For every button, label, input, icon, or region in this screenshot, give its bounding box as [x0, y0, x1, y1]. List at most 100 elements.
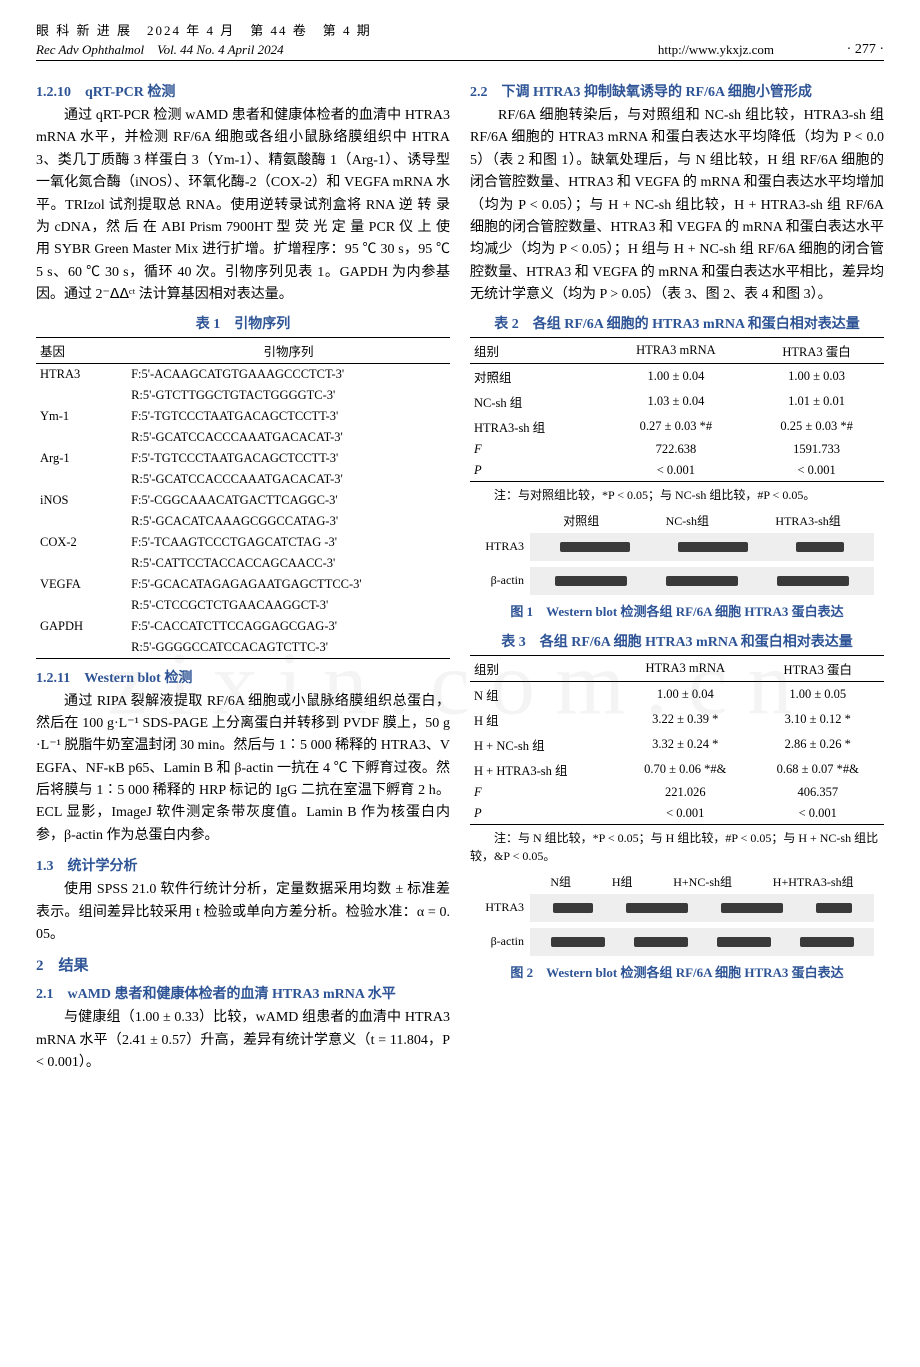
table-cell: 0.27 ± 0.03 *#	[603, 414, 750, 439]
right-column: 2.2 下调 HTRA3 抑制缺氧诱导的 RF/6A 细胞小管形成 RF/6A …	[470, 73, 884, 1075]
blot-band	[560, 542, 630, 552]
blot-band	[551, 937, 605, 947]
t1-gene: COX-2	[36, 532, 127, 553]
t1-gene	[36, 469, 127, 490]
t1-gene	[36, 427, 127, 448]
blot-lanes	[530, 533, 874, 561]
t1-gene	[36, 553, 127, 574]
table-cell: H + NC-sh 组	[470, 732, 619, 757]
t1-seq: F:5'-GCACATAGAGAGAATGAGCTTCC-3'	[127, 574, 450, 595]
t1-seq: R:5'-GGGGCCATCCACAGTCTTC-3'	[127, 637, 450, 659]
table2: 组别 HTRA3 mRNA HTRA3 蛋白 对照组1.00 ± 0.041.0…	[470, 337, 884, 482]
table-cell: < 0.001	[619, 803, 751, 825]
table-cell: 722.638	[603, 439, 750, 460]
table-cell: 0.25 ± 0.03 *#	[749, 414, 884, 439]
t1-gene	[36, 595, 127, 616]
table-cell: 3.10 ± 0.12 *	[752, 707, 884, 732]
table-cell: < 0.001	[752, 803, 884, 825]
heading-2-1: 2.1 wAMD 患者和健康体检者的血清 HTRA3 mRNA 水平	[36, 983, 450, 1003]
table-cell: 1.00 ± 0.05	[752, 681, 884, 707]
t3-h0: 组别	[470, 655, 619, 681]
page-number: · 277 ·	[847, 42, 884, 58]
figure1-blot: 对照组NC-sh组HTRA3-sh组 HTRA3β-actin	[480, 512, 874, 595]
t3-h2: HTRA3 蛋白	[752, 655, 884, 681]
t1-seq: R:5'-GCACATCAAAGCGGCCATAG-3'	[127, 511, 450, 532]
t1-h1: 引物序列	[127, 337, 450, 363]
table-cell: 0.70 ± 0.06 *#&	[619, 757, 751, 782]
t2-h2: HTRA3 蛋白	[749, 337, 884, 363]
blot-row-label: HTRA3	[480, 900, 530, 915]
figure1-title: 图 1 Western blot 检测各组 RF/6A 细胞 HTRA3 蛋白表…	[470, 603, 884, 621]
blot-band	[626, 903, 688, 913]
table-cell: 3.22 ± 0.39 *	[619, 707, 751, 732]
table3-note: 注：与 N 组比较，*P < 0.05；与 H 组比较，#P < 0.05；与 …	[470, 829, 884, 865]
t1-seq: R:5'-CATTCCTACCACCAGCAACC-3'	[127, 553, 450, 574]
blot-lanes	[530, 894, 874, 922]
table3: 组别 HTRA3 mRNA HTRA3 蛋白 N 组1.00 ± 0.041.0…	[470, 655, 884, 825]
blot-band	[553, 903, 593, 913]
t1-seq: F:5'-CGGCAAACATGACTTCAGGC-3'	[127, 490, 450, 511]
blot-band	[796, 542, 844, 552]
blot-group-label: HTRA3-sh组	[775, 512, 840, 529]
t2-h1: HTRA3 mRNA	[603, 337, 750, 363]
table-cell: 1.00 ± 0.04	[603, 363, 750, 389]
table-cell: P	[470, 803, 619, 825]
table-cell: 3.32 ± 0.24 *	[619, 732, 751, 757]
blot-row-label: β-actin	[480, 934, 530, 949]
journal-cn: 眼 科 新 进 展 2024 年 4 月 第 44 卷 第 4 期	[36, 20, 884, 39]
table-cell: H 组	[470, 707, 619, 732]
blot-band	[777, 576, 849, 586]
t1-seq: R:5'-GCATCCACCCAAATGACACAT-3'	[127, 427, 450, 448]
table2-note: 注：与对照组比较，*P < 0.05；与 NC-sh 组比较，#P < 0.05…	[470, 486, 884, 504]
table-cell: 1.00 ± 0.03	[749, 363, 884, 389]
t1-seq: F:5'-CACCATCTTCCAGGAGCGAG-3'	[127, 616, 450, 637]
t1-gene: HTRA3	[36, 363, 127, 385]
table3-title: 表 3 各组 RF/6A 细胞 HTRA3 mRNA 和蛋白相对表达量	[470, 631, 884, 651]
t1-gene	[36, 637, 127, 659]
heading-1-3: 1.3 统计学分析	[36, 855, 450, 875]
para-1-3: 使用 SPSS 21.0 软件行统计分析，定量数据采用均数 ± 标准差表示。组间…	[36, 879, 450, 946]
table-cell: H + HTRA3-sh 组	[470, 757, 619, 782]
blot-group-label: H+NC-sh组	[673, 873, 732, 890]
t1-seq: F:5'-TGTCCCTAATGACAGCTCCTT-3'	[127, 406, 450, 427]
blot-band	[555, 576, 627, 586]
blot-lanes	[530, 928, 874, 956]
t1-gene: GAPDH	[36, 616, 127, 637]
blot-lanes	[530, 567, 874, 595]
t1-seq: R:5'-CTCCGCTCTGAACAAGGCT-3'	[127, 595, 450, 616]
para-2-2: RF/6A 细胞转染后，与对照组和 NC-sh 组比较，HTRA3-sh 组 R…	[470, 105, 884, 307]
blot-band	[634, 937, 688, 947]
table2-title: 表 2 各组 RF/6A 细胞的 HTRA3 mRNA 和蛋白相对表达量	[470, 313, 884, 333]
t1-gene	[36, 511, 127, 532]
table1-title: 表 1 引物序列	[36, 313, 450, 333]
left-column: 1.2.10 qRT-PCR 检测 通过 qRT-PCR 检测 wAMD 患者和…	[36, 73, 450, 1075]
table-cell: 对照组	[470, 363, 603, 389]
table-cell: N 组	[470, 681, 619, 707]
t1-gene: Ym-1	[36, 406, 127, 427]
para-1-2-10: 通过 qRT-PCR 检测 wAMD 患者和健康体检者的血清中 HTRA3 mR…	[36, 105, 450, 307]
t1-seq: F:5'-ACAAGCATGTGAAAGCCCTCT-3'	[127, 363, 450, 385]
t2-h0: 组别	[470, 337, 603, 363]
table-cell: P	[470, 460, 603, 482]
table-cell: < 0.001	[603, 460, 750, 482]
t1-seq: F:5'-TGTCCCTAATGACAGCTCCTT-3'	[127, 448, 450, 469]
t1-gene: VEGFA	[36, 574, 127, 595]
blot-group-label: H+HTRA3-sh组	[773, 873, 854, 890]
blot-band	[721, 903, 783, 913]
table-cell: HTRA3-sh 组	[470, 414, 603, 439]
heading-1-2-11: 1.2.11 Western blot 检测	[36, 667, 450, 687]
blot-band	[678, 542, 748, 552]
table-cell: F	[470, 782, 619, 803]
t3-h1: HTRA3 mRNA	[619, 655, 751, 681]
t1-gene: Arg-1	[36, 448, 127, 469]
t1-gene: iNOS	[36, 490, 127, 511]
figure2-title: 图 2 Western blot 检测各组 RF/6A 细胞 HTRA3 蛋白表…	[470, 964, 884, 982]
t1-seq: F:5'-TCAAGTCCCTGAGCATCTAG -3'	[127, 532, 450, 553]
blot-band	[666, 576, 738, 586]
blot-row-label: HTRA3	[480, 539, 530, 554]
journal-url[interactable]: http://www.ykxjz.com	[658, 42, 774, 58]
blot-group-label: H组	[612, 873, 633, 890]
blot-row-label: β-actin	[480, 573, 530, 588]
blot-group-label: NC-sh组	[666, 512, 709, 529]
table-cell: 1.03 ± 0.04	[603, 389, 750, 414]
